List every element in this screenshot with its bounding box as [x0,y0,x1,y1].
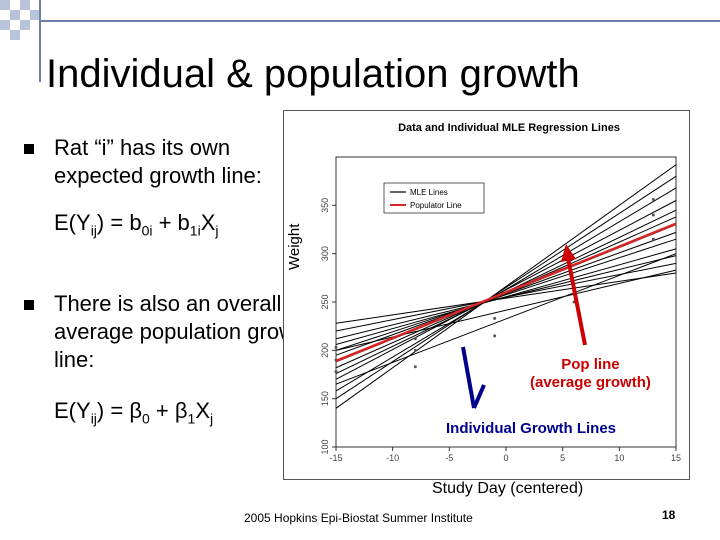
population-line [335,222,677,363]
y-tick-label: 150 [320,391,330,406]
individual-lines-annotation: Individual Growth Lines [446,420,617,437]
data-point [572,292,576,296]
data-point [334,370,338,374]
pop-line-annotation-line2: (average growth) [530,374,651,391]
y-tick-label: 300 [320,246,330,261]
data-point [651,198,655,202]
y-tick-label: 100 [320,439,330,454]
chart-legend: MLE Lines Populator Line [383,182,485,214]
y-ticks-group: 100 150 200 250 300 350 [320,198,336,455]
corner-decoration [0,0,40,40]
bullet-marker-1 [24,144,34,154]
legend-mle-label: MLE Lines [410,188,448,197]
x-ticks-group: -15 -10 -5 0 5 10 15 [329,447,681,463]
x-tick-label: 5 [560,453,565,463]
bullet-text-2: There is also an overall, average popula… [54,291,314,372]
bullet-marker-2 [24,300,34,310]
x-tick-label: -15 [329,453,342,463]
data-point [493,334,497,338]
pop-line-annotation-line1: Pop line [561,356,620,373]
header-vertical-rule [39,0,41,82]
individual-line [335,272,677,324]
slide-title: Individual & population growth [46,52,580,96]
individual-formula: E(Yij) = b0i + b1iXj [54,210,219,239]
data-point [413,348,417,352]
data-point [572,300,576,304]
population-formula: E(Yij) = β0 + β1Xj [54,398,214,427]
y-tick-label: 200 [320,343,330,358]
population-line-group [335,222,677,363]
data-point [413,337,417,341]
individual-line [335,164,677,409]
individual-line [335,175,677,400]
x-tick-label: -5 [445,453,453,463]
legend-pop-label: Populator Line [410,201,462,210]
data-point [334,345,338,349]
page-number: 18 [662,508,676,522]
growth-chart: Data and Individual MLE Regression Lines… [283,110,690,480]
header-rule [40,20,720,22]
x-tick-label: 0 [503,453,508,463]
y-tick-label: 350 [320,198,330,213]
x-axis-label: Study Day (centered) [432,480,584,497]
pop-line-annotation: Pop line (average growth) [530,356,651,392]
individual-line [335,253,677,385]
data-point [651,237,655,241]
individual-line [335,200,677,380]
growth-chart-svg: Data and Individual MLE Regression Lines… [320,122,681,463]
individual-line [335,269,677,351]
data-point [493,316,497,320]
x-tick-label: 10 [614,453,624,463]
data-point [651,213,655,217]
x-tick-label: 15 [671,453,681,463]
individual-lines-group [335,164,677,409]
individual-line [335,231,677,356]
individual-line [335,262,677,332]
y-axis-label: Weight [286,223,303,270]
chart-title: Data and Individual MLE Regression Lines [398,122,620,134]
data-point [413,365,417,369]
bullet-text-1: Rat “i” has its own expected growth line… [54,135,262,188]
x-tick-label: -10 [386,453,399,463]
y-tick-label: 250 [320,294,330,309]
individual-line [335,238,677,351]
footer-text: 2005 Hopkins Epi-Biostat Summer Institut… [244,511,473,525]
data-point [572,286,576,289]
